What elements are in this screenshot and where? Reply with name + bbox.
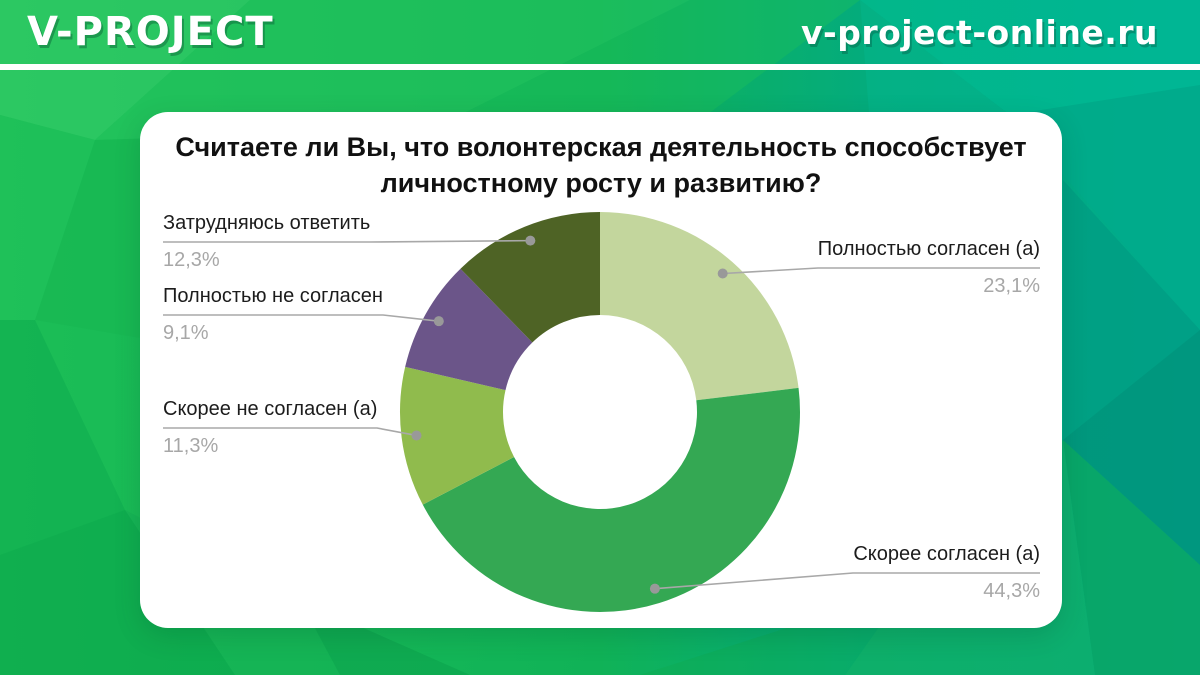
donut-segment-3 <box>405 268 533 391</box>
leader-line <box>654 572 1040 590</box>
donut-chart <box>163 212 1040 612</box>
leader-dot <box>649 583 660 594</box>
header: V-PROJECT v-project-online.ru <box>0 0 1200 64</box>
leader-line <box>163 427 417 437</box>
segment-percent: 44,3% <box>983 580 1040 602</box>
segment-percent: 23,1% <box>983 275 1040 297</box>
donut-segment-1 <box>422 387 800 612</box>
header-divider <box>0 64 1200 70</box>
segment-label: Затрудняюсь ответить <box>163 212 371 234</box>
site-url: v-project-online.ru <box>801 12 1158 52</box>
segment-label: Полностью не согласен <box>163 285 383 307</box>
chart-card: Считаете ли Вы, что волонтерская деятель… <box>140 112 1062 628</box>
leader-dot <box>717 268 728 279</box>
segment-label: Скорее не согласен (а) <box>163 398 378 420</box>
donut-segment-0 <box>600 212 799 401</box>
segment-label: Полностью согласен (а) <box>817 238 1040 260</box>
leader-line <box>163 314 439 322</box>
segment-label: Скорее согласен (а) <box>853 543 1040 565</box>
segment-percent: 9,1% <box>163 322 209 344</box>
donut-segment-4 <box>460 212 600 343</box>
segment-percent: 11,3% <box>163 435 219 457</box>
segment-percent: 12,3% <box>163 249 220 271</box>
leader-dot <box>433 316 444 327</box>
leader-dot <box>525 235 536 246</box>
logo-text: V-PROJECT <box>27 9 274 55</box>
leader-line <box>163 239 531 243</box>
chart-title: Считаете ли Вы, что волонтерская деятель… <box>175 132 1027 198</box>
leader-line <box>722 267 1040 275</box>
donut-segment-2 <box>399 366 515 505</box>
leader-dot <box>411 430 422 441</box>
